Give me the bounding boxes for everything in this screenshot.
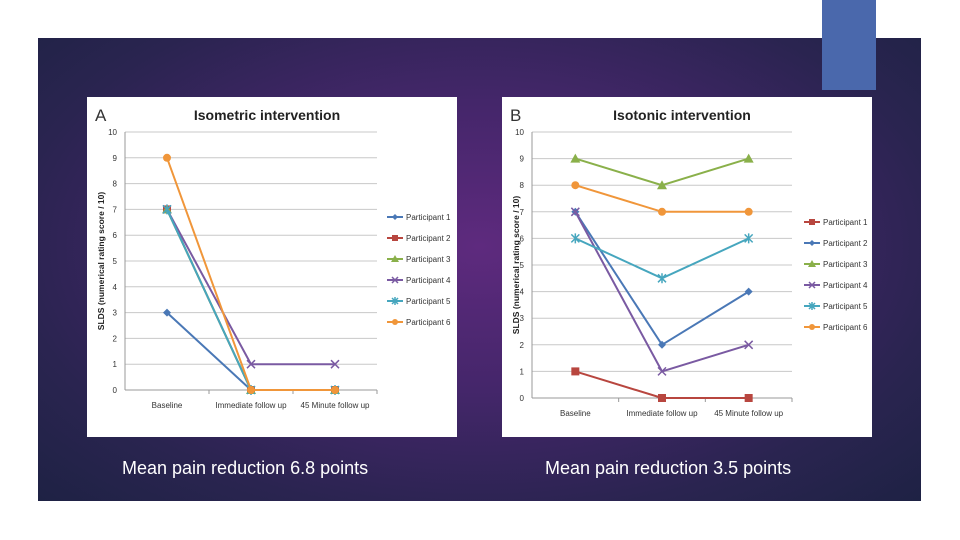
x-tick-label: Immediate follow up	[626, 409, 698, 418]
data-point-4	[570, 207, 580, 217]
x-tick-label: Baseline	[152, 401, 183, 410]
y-tick-label: 7	[520, 208, 525, 217]
x-tick-label: Immediate follow up	[215, 401, 287, 410]
legend-label-3: Participant 3	[823, 260, 868, 269]
legend-label-1: Participant 1	[823, 218, 868, 227]
y-tick-label: 2	[520, 341, 525, 350]
data-point-1	[571, 367, 580, 376]
data-point-5	[657, 273, 667, 284]
legend-marker-6	[809, 324, 815, 330]
y-tick-label: 9	[520, 155, 525, 164]
y-tick-label: 9	[113, 154, 118, 163]
data-point-3	[570, 153, 581, 163]
legend-marker-3	[391, 255, 399, 262]
y-tick-label: 6	[520, 234, 525, 243]
data-point-6	[744, 207, 753, 216]
data-point-6	[247, 386, 255, 394]
y-tick-label: 1	[113, 360, 118, 369]
legend-marker-1	[392, 214, 398, 220]
chart-isometric: A Isometric intervention SLDS (numerical r…	[87, 97, 457, 437]
y-tick-label: 7	[113, 205, 118, 214]
y-tick-label: 5	[113, 257, 118, 266]
y-tick-label: 3	[520, 314, 525, 323]
data-point-5	[744, 233, 754, 244]
legend-label-4: Participant 4	[406, 276, 451, 285]
data-point-1	[163, 308, 171, 317]
legend-marker-4	[391, 276, 399, 284]
legend-label-4: Participant 4	[823, 281, 868, 290]
data-point-2	[658, 340, 666, 349]
series-line-1	[166, 311, 335, 391]
y-axis-label: SLDS (numerical rating score / 10)	[511, 196, 521, 335]
data-point-5	[570, 233, 580, 244]
data-point-6	[163, 153, 171, 162]
y-tick-label: 6	[113, 231, 118, 240]
x-tick-label: 45 Minute follow up	[714, 409, 783, 418]
panel-label: A	[95, 106, 107, 125]
y-tick-label: 3	[113, 309, 118, 318]
series-line-6	[166, 157, 335, 391]
accent-bar	[822, 0, 876, 90]
legend-marker-3	[808, 260, 816, 267]
chart-title: Isometric intervention	[194, 107, 340, 123]
chart-isotonic: B Isotonic intervention SLDS (numerical ra…	[502, 97, 872, 437]
data-point-4	[330, 359, 340, 369]
data-point-4	[744, 340, 754, 350]
y-tick-label: 10	[515, 128, 524, 137]
legend-label-3: Participant 3	[406, 255, 451, 264]
y-axis-label: SLDS (numerical rating score / 10)	[96, 192, 106, 331]
data-point-1	[658, 394, 666, 402]
data-point-1	[744, 394, 753, 402]
legend-label-6: Participant 6	[823, 323, 868, 332]
y-tick-label: 8	[520, 181, 525, 190]
data-point-6	[571, 181, 580, 190]
legend-marker-5	[808, 302, 816, 310]
data-point-4	[246, 359, 256, 369]
legend-label-6: Participant 6	[406, 318, 451, 327]
legend-marker-1	[809, 219, 815, 225]
y-tick-label: 4	[113, 283, 118, 292]
legend-marker-6	[392, 319, 398, 325]
y-tick-label: 0	[113, 386, 118, 395]
caption-isometric: Mean pain reduction 6.8 points	[122, 458, 369, 478]
legend-marker-4	[808, 281, 816, 289]
chart-isotonic-svg: B Isotonic intervention SLDS (numerical ra…	[510, 106, 868, 418]
y-tick-label: 2	[113, 334, 118, 343]
legend-label-2: Participant 2	[406, 234, 451, 243]
legend-label-2: Participant 2	[823, 239, 868, 248]
chart-title: Isotonic intervention	[613, 107, 751, 123]
y-tick-label: 0	[520, 394, 525, 403]
chart-isometric-svg: A Isometric intervention SLDS (numerical r…	[95, 106, 451, 410]
data-point-5	[162, 204, 172, 215]
y-tick-label: 5	[520, 261, 525, 270]
data-point-3	[743, 153, 754, 163]
y-tick-label: 4	[520, 288, 525, 297]
legend-marker-5	[391, 297, 399, 305]
data-point-6	[331, 386, 339, 394]
data-point-3	[657, 180, 667, 190]
legend-label-1: Participant 1	[406, 213, 451, 222]
data-point-4	[657, 366, 667, 376]
y-tick-label: 1	[520, 367, 525, 376]
panel-label: B	[510, 106, 521, 125]
legend-marker-2	[809, 240, 815, 246]
caption-isotonic: Mean pain reduction 3.5 points	[545, 458, 792, 478]
legend-label-5: Participant 5	[406, 297, 451, 306]
legend-marker-2	[392, 235, 398, 241]
legend-label-5: Participant 5	[823, 302, 868, 311]
x-tick-label: 45 Minute follow up	[301, 401, 370, 410]
y-tick-label: 8	[113, 180, 118, 189]
data-point-6	[658, 207, 666, 216]
x-tick-label: Baseline	[560, 409, 591, 418]
y-tick-label: 10	[108, 128, 117, 137]
data-point-2	[744, 287, 753, 296]
